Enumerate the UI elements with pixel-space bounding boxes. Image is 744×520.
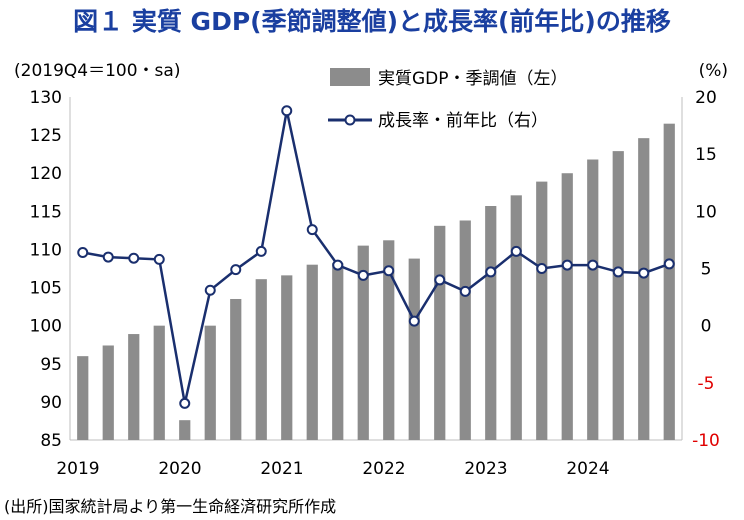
gdp-bar-2023Q3 bbox=[536, 181, 548, 440]
growth-point-2021Q1 bbox=[281, 105, 293, 117]
gdp-bars bbox=[77, 123, 675, 440]
left-tick-95: 95 bbox=[40, 355, 62, 375]
gdp-bar-2021Q4 bbox=[357, 245, 369, 440]
right-tick-0: 0 bbox=[701, 317, 712, 337]
growth-point-2023Q4 bbox=[561, 259, 573, 271]
growth-line-path bbox=[82, 110, 670, 404]
growth-point-2024Q2 bbox=[612, 266, 624, 278]
gdp-bar-2023Q4 bbox=[561, 173, 573, 440]
left-tick-90: 90 bbox=[40, 393, 62, 413]
left-tick-100: 100 bbox=[30, 317, 62, 337]
gdp-bar-2019Q4 bbox=[153, 325, 165, 440]
chart-title: 図１ 実質 GDP(季節調整値)と成長率(前年比)の推移 bbox=[73, 7, 671, 36]
right-tick-15: 15 bbox=[695, 145, 717, 165]
growth-point-2019Q2 bbox=[102, 251, 114, 263]
growth-point-2021Q4 bbox=[357, 269, 369, 281]
growth-point-2020Q3 bbox=[230, 264, 242, 276]
gdp-bar-2023Q1 bbox=[485, 205, 497, 440]
growth-point-2024Q3 bbox=[638, 267, 650, 279]
growth-point-2024Q4 bbox=[663, 258, 675, 270]
gdp-bar-2022Q3 bbox=[434, 225, 446, 440]
x-label-2022: 2022 bbox=[362, 459, 405, 479]
growth-point-2020Q4 bbox=[255, 245, 267, 257]
growth-point-2023Q3 bbox=[536, 263, 548, 274]
source-note: (出所)国家統計局より第一生命経済研究所作成 bbox=[4, 497, 336, 516]
growth-point-2023Q1 bbox=[485, 266, 497, 278]
gdp-bar-2021Q3 bbox=[332, 263, 344, 440]
gdp-bar-2024Q1 bbox=[587, 159, 599, 440]
growth-point-2021Q3 bbox=[332, 259, 344, 271]
legend-line-marker bbox=[344, 114, 356, 126]
legend-bar-label: 実質GDP・季調値（左） bbox=[378, 69, 568, 89]
growth-point-2019Q3 bbox=[128, 252, 140, 264]
growth-line bbox=[77, 105, 675, 409]
growth-point-2022Q3 bbox=[434, 274, 446, 286]
right-tick-20: 20 bbox=[695, 88, 717, 108]
growth-point-2022Q4 bbox=[459, 285, 471, 297]
gdp-bar-2023Q2 bbox=[510, 195, 522, 440]
growth-point-2024Q1 bbox=[587, 259, 599, 271]
left-tick-105: 105 bbox=[30, 279, 62, 299]
left-tick-115: 115 bbox=[30, 202, 62, 222]
gdp-bar-2020Q2 bbox=[204, 325, 216, 440]
gdp-bar-2020Q3 bbox=[230, 298, 242, 440]
gdp-bar-2024Q2 bbox=[612, 151, 624, 440]
growth-point-2020Q1 bbox=[179, 397, 191, 409]
gdp-bar-2019Q1 bbox=[77, 356, 89, 440]
gdp-bar-2020Q1 bbox=[179, 420, 191, 440]
gdp-bar-2021Q1 bbox=[281, 275, 293, 440]
left-axis-label: (2019Q4＝100・sa) bbox=[14, 61, 180, 81]
gdp-bar-2019Q2 bbox=[102, 345, 114, 440]
gdp-bar-2024Q3 bbox=[638, 138, 650, 440]
x-label-2020: 2020 bbox=[158, 459, 201, 479]
left-tick-125: 125 bbox=[30, 126, 62, 146]
growth-point-2019Q4 bbox=[153, 253, 165, 265]
x-label-2024: 2024 bbox=[566, 459, 609, 479]
right-tick-neg10: -10 bbox=[692, 431, 720, 451]
gdp-bar-2024Q4 bbox=[663, 123, 675, 440]
gdp-bar-2022Q2 bbox=[408, 258, 420, 440]
growth-point-2023Q2 bbox=[510, 245, 522, 257]
gdp-bar-2022Q1 bbox=[383, 240, 395, 440]
left-tick-110: 110 bbox=[30, 240, 62, 260]
right-tick-5: 5 bbox=[701, 260, 712, 280]
right-axis-ticks: -10 -5 0 5 10 15 20 bbox=[692, 88, 720, 451]
plot-frame bbox=[69, 97, 683, 441]
x-label-2019: 2019 bbox=[56, 459, 99, 479]
growth-point-2020Q2 bbox=[204, 284, 216, 296]
right-axis-label: (%) bbox=[699, 61, 728, 81]
left-tick-130: 130 bbox=[30, 88, 62, 108]
growth-point-2019Q1 bbox=[77, 246, 89, 258]
legend-bar-swatch bbox=[330, 68, 370, 86]
gdp-bar-2019Q3 bbox=[128, 334, 140, 440]
x-label-2021: 2021 bbox=[260, 459, 303, 479]
left-tick-85: 85 bbox=[40, 431, 62, 451]
gdp-bar-2020Q4 bbox=[255, 279, 267, 440]
legend: 実質GDP・季調値（左） 成長率・前年比（右） bbox=[328, 68, 568, 131]
growth-point-2021Q2 bbox=[306, 224, 318, 236]
legend-line-label: 成長率・前年比（右） bbox=[378, 111, 548, 131]
left-tick-120: 120 bbox=[30, 164, 62, 184]
gdp-bar-2022Q4 bbox=[459, 220, 471, 440]
right-tick-neg5: -5 bbox=[698, 374, 715, 394]
growth-point-2022Q2 bbox=[408, 315, 420, 327]
growth-point-2022Q1 bbox=[383, 265, 395, 277]
left-axis-ticks: 85 90 95 100 105 110 115 120 125 130 bbox=[30, 88, 62, 451]
gdp-bar-2021Q2 bbox=[306, 264, 318, 440]
x-label-2023: 2023 bbox=[464, 459, 507, 479]
right-tick-10: 10 bbox=[695, 202, 717, 222]
x-axis-labels: 2019 2020 2021 2022 2023 2024 bbox=[56, 459, 609, 479]
